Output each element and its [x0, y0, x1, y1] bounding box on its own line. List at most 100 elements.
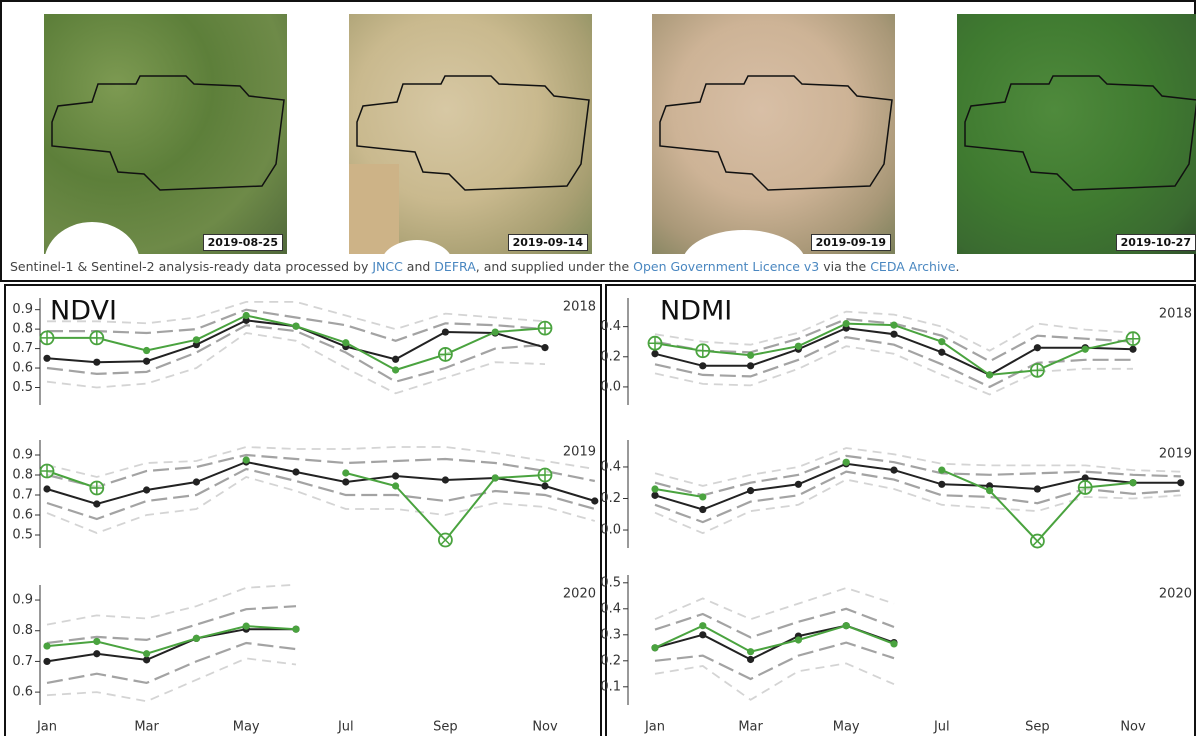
point — [842, 458, 850, 466]
point — [890, 321, 898, 329]
point — [441, 476, 449, 484]
point — [1129, 479, 1137, 487]
marker-cross — [538, 321, 552, 335]
range-line — [46, 657, 297, 703]
caption-link[interactable]: Open Government Licence v3 — [633, 259, 820, 274]
point — [292, 625, 300, 633]
point — [651, 350, 659, 358]
marker-cross — [440, 534, 451, 546]
point — [392, 472, 400, 480]
point — [392, 355, 400, 363]
y-tick-label: 0.0 — [600, 379, 621, 394]
x-tick-label: Jul — [337, 720, 354, 735]
point — [541, 344, 549, 352]
x-tick-label: Jul — [933, 720, 950, 735]
flagged-point — [1030, 533, 1045, 549]
point — [890, 640, 898, 648]
x-tick-label: Mar — [134, 720, 159, 735]
y-tick-label: 0.9 — [12, 302, 33, 317]
point — [747, 648, 755, 656]
subplot-label: 2018 — [563, 300, 596, 315]
point — [1129, 345, 1137, 353]
range-line — [46, 324, 546, 383]
x-tick-label: Jan — [644, 720, 665, 735]
range-line — [654, 345, 1133, 396]
point — [794, 342, 803, 350]
flagged-point — [1125, 331, 1141, 347]
point — [1081, 345, 1089, 353]
point — [747, 362, 755, 370]
caption-link[interactable]: CEDA Archive — [870, 259, 956, 274]
point — [747, 487, 755, 495]
range-line — [47, 308, 546, 342]
y-tick-label: 0.4 — [600, 319, 621, 334]
series-line — [654, 462, 1181, 511]
point — [890, 330, 898, 338]
caption: Sentinel-1 & Sentinel-2 analysis-ready d… — [10, 259, 960, 274]
y-tick-label: 0.5 — [12, 528, 33, 543]
point — [143, 650, 151, 658]
point — [699, 493, 707, 501]
flagged-point — [1077, 480, 1093, 495]
flagged-point — [39, 463, 55, 479]
marker-cross — [90, 481, 104, 495]
point — [1033, 344, 1041, 352]
point — [43, 657, 51, 666]
series-line — [46, 470, 546, 542]
range-line — [46, 476, 596, 534]
series-line — [46, 625, 297, 655]
y-tick-label: 0.4 — [600, 601, 621, 616]
y-tick-label: 0.8 — [12, 623, 33, 638]
range-line — [46, 605, 297, 645]
caption-link[interactable]: DEFRA — [434, 259, 476, 274]
subplot-label: 2019 — [563, 445, 596, 460]
caption-text: and — [402, 259, 435, 274]
y-tick-label: 0.4 — [600, 459, 621, 474]
point — [699, 622, 707, 630]
point — [143, 656, 151, 664]
point — [651, 485, 659, 493]
y-tick-label: 0.6 — [12, 685, 33, 700]
range-line — [654, 447, 1181, 487]
point — [1177, 479, 1185, 487]
flagged-point — [437, 347, 453, 362]
point — [938, 348, 946, 356]
point — [292, 468, 300, 476]
point — [192, 478, 200, 486]
marker-cross — [90, 331, 104, 345]
point — [342, 478, 350, 486]
point — [794, 636, 803, 644]
satellite-image: 2019-09-19 — [652, 14, 895, 254]
range-line — [654, 310, 1134, 352]
point — [699, 505, 707, 514]
marker-cross — [538, 468, 552, 482]
caption-link[interactable]: JNCC — [372, 259, 403, 274]
point — [1081, 474, 1089, 482]
series-line — [654, 624, 895, 653]
x-tick-label: Sep — [433, 720, 458, 735]
x-tick-label: Nov — [532, 720, 558, 735]
marker-cross — [696, 344, 710, 358]
point — [192, 336, 200, 344]
y-tick-label: 0.9 — [12, 593, 33, 608]
flagged-point — [89, 330, 105, 346]
series-line — [46, 460, 596, 506]
image-date: 2019-09-14 — [507, 234, 588, 251]
flagged-point — [537, 467, 553, 483]
subplot-label: 2020 — [563, 587, 596, 602]
point — [392, 482, 400, 490]
x-tick-label: Sep — [1025, 720, 1050, 735]
point — [93, 500, 101, 508]
y-tick-label: 0.1 — [600, 679, 621, 694]
range-line — [46, 583, 297, 626]
y-tick-label: 0.8 — [12, 468, 33, 483]
y-tick-label: 0.2 — [600, 653, 621, 668]
point — [143, 357, 151, 365]
marker-cross — [438, 347, 452, 361]
y-tick-label: 0.8 — [12, 322, 33, 337]
marker-cross — [40, 464, 54, 478]
series-line — [46, 628, 296, 663]
point — [986, 371, 994, 379]
